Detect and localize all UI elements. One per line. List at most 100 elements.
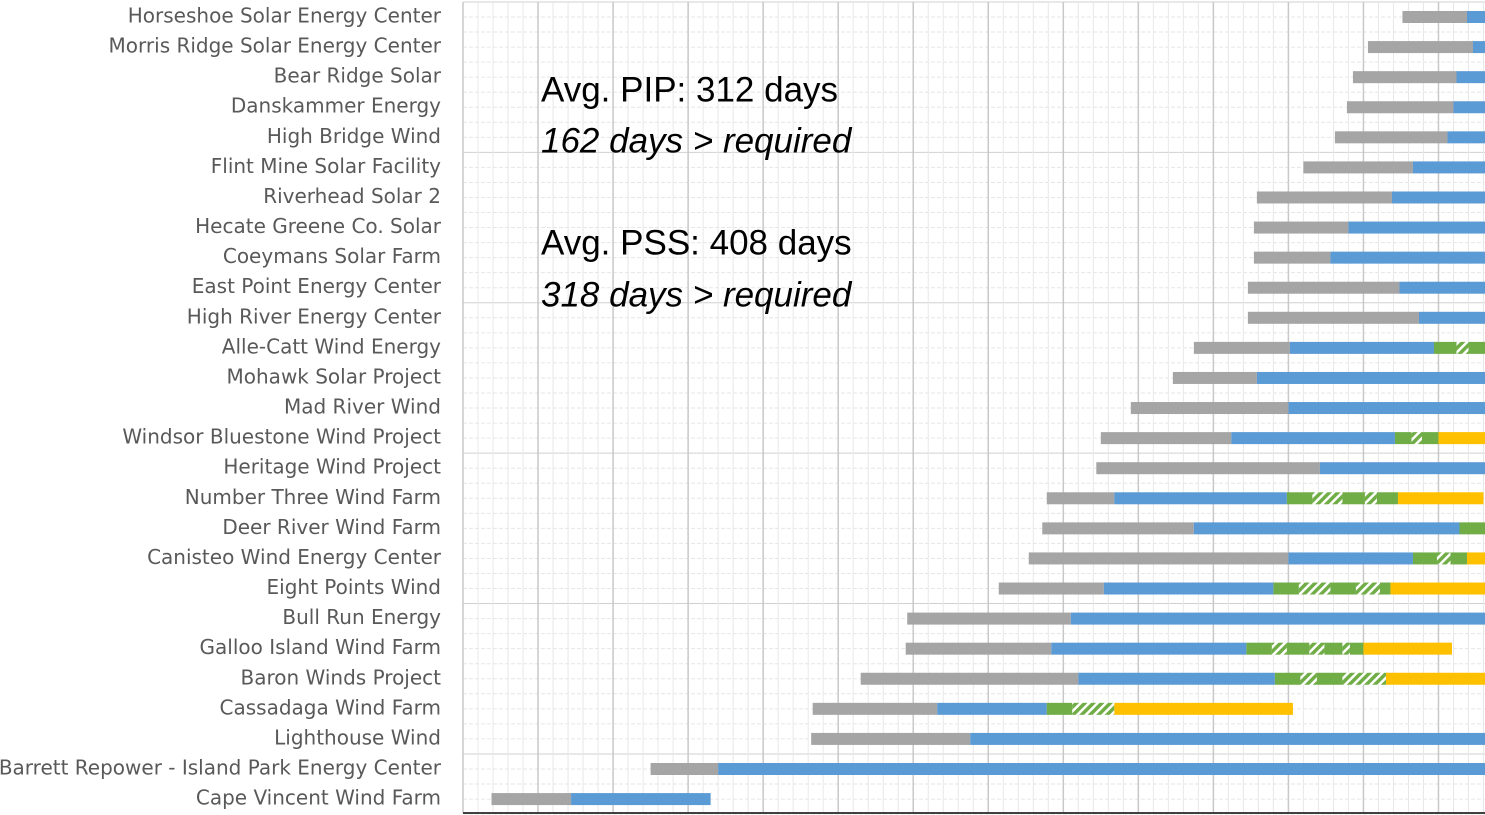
- category-label: Alle-Catt Wind Energy: [222, 334, 441, 358]
- bar-segment: [1399, 281, 1485, 294]
- bar-segment: [1352, 71, 1457, 84]
- bar-segment: [1046, 702, 1073, 715]
- bar-segment: [1468, 341, 1485, 354]
- bar-segment: [1051, 642, 1247, 655]
- bar-segment: [1253, 221, 1349, 234]
- bar-segment: [1103, 582, 1274, 595]
- bar-segment: [1379, 582, 1391, 595]
- bar-segment: [1114, 702, 1293, 715]
- bar-segment: [1438, 432, 1485, 445]
- bar-segment: [1456, 341, 1469, 354]
- bar-segment: [1286, 492, 1313, 505]
- bar-segment: [1349, 642, 1364, 655]
- bar-segment: [1046, 492, 1115, 505]
- category-label: Cape Vincent Wind Farm: [196, 786, 441, 810]
- bar-segment: [1450, 552, 1467, 565]
- category-label: Number Three Wind Farm: [185, 485, 441, 509]
- bar-segment: [1412, 552, 1437, 565]
- category-label: Horseshoe Solar Energy Center: [128, 4, 442, 28]
- bar-segment: [1271, 642, 1287, 655]
- bar-segment: [1376, 492, 1398, 505]
- bar-segment: [1346, 101, 1454, 114]
- category-label: Mad River Wind: [284, 395, 441, 419]
- bar-segment: [1390, 582, 1485, 595]
- bar-segment: [1193, 522, 1460, 535]
- bar-segment: [1247, 281, 1400, 294]
- bar-segment: [905, 642, 1052, 655]
- bar-segment: [1256, 191, 1392, 204]
- bar-segment: [1342, 642, 1350, 655]
- bar-segment: [1447, 131, 1485, 144]
- bar-segment: [1273, 582, 1299, 595]
- bar-segment: [812, 702, 938, 715]
- labels: Horseshoe Solar Energy Center Morris Ridg…: [0, 4, 442, 810]
- category-label: Danskammer Energy: [231, 94, 441, 118]
- bar-segment: [1433, 341, 1457, 354]
- bar-segment: [1028, 552, 1289, 565]
- bar-segment: [1355, 582, 1380, 595]
- bar-segment: [970, 732, 1485, 745]
- bar-segment: [1330, 582, 1356, 595]
- category-label: Coeymans Solar Farm: [223, 244, 441, 268]
- bar-segment: [1334, 131, 1448, 144]
- bar-segment: [1453, 101, 1485, 114]
- category-label: Mohawk Solar Project: [227, 364, 442, 388]
- bars: [491, 11, 1485, 806]
- category-label: Deer River Wind Farm: [222, 515, 441, 539]
- annotation: 162 days > required: [541, 121, 853, 160]
- bar-segment: [860, 672, 1079, 685]
- bar-segment: [1193, 341, 1290, 354]
- bar-segment: [1402, 11, 1467, 23]
- bar-segment: [1298, 582, 1331, 595]
- bar-segment: [1096, 462, 1320, 475]
- bar-segment: [1316, 672, 1343, 685]
- bar-segment: [1367, 41, 1473, 54]
- bar-segment: [1042, 522, 1194, 535]
- bar-segment: [1385, 672, 1485, 685]
- bar-segment: [1309, 642, 1325, 655]
- bar-segment: [1303, 161, 1413, 174]
- bar-segment: [1172, 371, 1257, 384]
- bar-segment: [1256, 371, 1485, 384]
- bar-segment: [1288, 402, 1485, 415]
- bar-segment: [811, 732, 971, 745]
- bar-segment: [1348, 221, 1485, 234]
- bar-segment: [1247, 311, 1419, 324]
- bar-segment: [1418, 311, 1485, 324]
- bar-segment: [491, 793, 572, 806]
- bar-segment: [1246, 642, 1272, 655]
- category-label: Cassadaga Wind Farm: [220, 695, 441, 719]
- bar-segment: [1436, 552, 1451, 565]
- bar-segment: [1411, 432, 1422, 445]
- bar-segment: [1330, 251, 1485, 264]
- bar-segment: [1288, 552, 1413, 565]
- bar-segment: [907, 612, 1071, 625]
- bar-segment: [1394, 432, 1412, 445]
- bar-segment: [1231, 432, 1395, 445]
- bar-segment: [1456, 71, 1485, 84]
- bar-segment: [1466, 552, 1485, 565]
- bar-segment: [1300, 672, 1317, 685]
- bar-segment: [1324, 642, 1343, 655]
- category-label: Windsor Bluestone Wind Project: [122, 425, 441, 449]
- annotation: Avg. PIP: 312 days: [541, 70, 838, 109]
- bar-segment: [1286, 642, 1310, 655]
- bar-segment: [1472, 41, 1485, 54]
- category-label: Heritage Wind Project: [223, 455, 441, 479]
- bar-segment: [1070, 612, 1485, 625]
- bar-segment: [1342, 492, 1365, 505]
- category-label: Riverhead Solar 2: [263, 184, 441, 208]
- category-label: Flint Mine Solar Facility: [211, 154, 441, 178]
- bar-segment: [1363, 642, 1452, 655]
- bar-segment: [1364, 492, 1377, 505]
- bar-segment: [1312, 492, 1343, 505]
- bar-segment: [718, 763, 1485, 775]
- bar-segment: [1459, 522, 1485, 535]
- bar-segment: [1078, 672, 1275, 685]
- category-label: Morris Ridge Solar Energy Center: [109, 34, 442, 58]
- bar-segment: [998, 582, 1104, 595]
- bar-segment: [1397, 492, 1484, 505]
- bar-segment: [1100, 432, 1232, 445]
- category-label: Hecate Greene Co. Solar: [195, 214, 442, 238]
